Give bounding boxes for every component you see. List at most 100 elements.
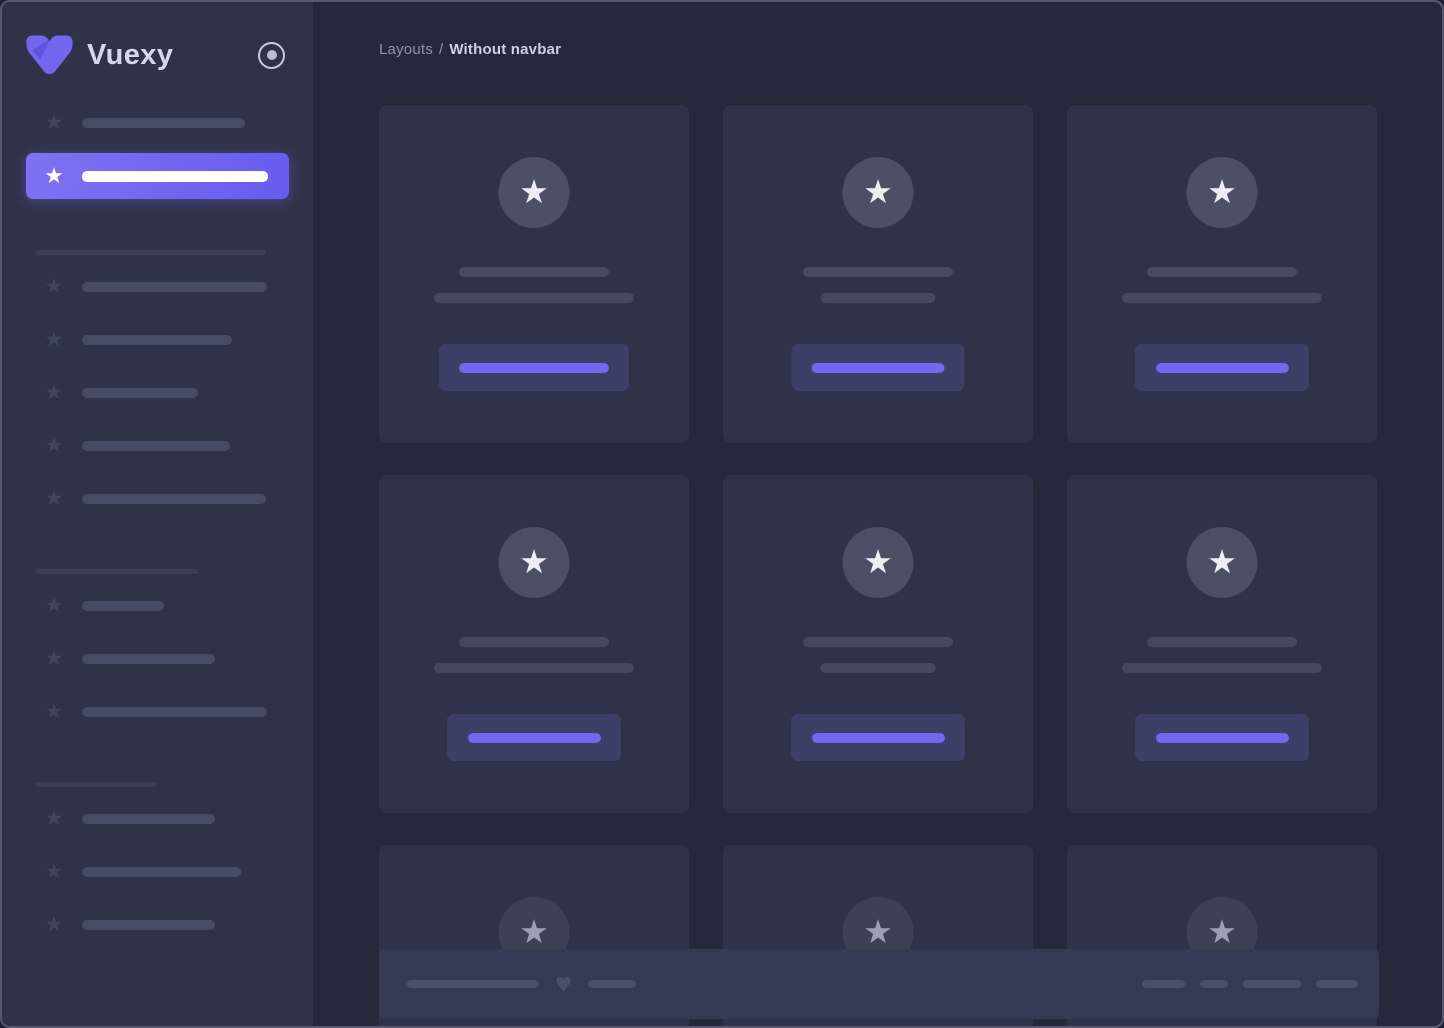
button-label-skeleton bbox=[811, 732, 945, 743]
sidebar-item[interactable]: ★ bbox=[26, 434, 289, 458]
card: ★ bbox=[379, 105, 689, 443]
star-icon: ★ bbox=[44, 913, 64, 936]
sidebar-section-divider bbox=[35, 782, 157, 787]
sidebar-item[interactable]: ★ bbox=[26, 487, 289, 511]
menu-label-skeleton bbox=[82, 920, 215, 930]
sidebar-header: Vuexy bbox=[26, 34, 289, 76]
menu-label-skeleton bbox=[82, 170, 268, 182]
star-icon: ★ bbox=[44, 163, 64, 188]
card-action-button[interactable] bbox=[791, 344, 965, 391]
sidebar-pin-toggle-icon[interactable] bbox=[258, 41, 285, 69]
card: ★ bbox=[723, 105, 1033, 443]
star-icon: ★ bbox=[44, 860, 64, 883]
button-label-skeleton bbox=[459, 362, 609, 373]
card-action-button[interactable] bbox=[1135, 714, 1309, 761]
text-skeleton bbox=[1147, 637, 1297, 647]
text-skeleton bbox=[1147, 267, 1297, 277]
sidebar-item[interactable]: ★ bbox=[26, 860, 289, 884]
menu-label-skeleton bbox=[82, 441, 230, 451]
star-icon: ★ bbox=[519, 912, 549, 950]
sidebar-item[interactable]: ★ bbox=[26, 111, 289, 135]
card-action-button[interactable] bbox=[1135, 344, 1309, 391]
sidebar-item[interactable]: ★ bbox=[26, 647, 289, 671]
menu-label-skeleton bbox=[82, 335, 232, 345]
card-grid: ★ ★ ★ ★ ★ ★ ★ ★ ★ bbox=[379, 105, 1377, 1026]
sidebar-item[interactable]: ★ bbox=[26, 807, 289, 831]
sidebar-item[interactable]: ★ bbox=[26, 275, 289, 299]
star-icon: ★ bbox=[863, 542, 893, 580]
button-label-skeleton bbox=[467, 732, 601, 743]
sidebar-item-active[interactable]: ★ bbox=[26, 153, 289, 199]
sidebar-item[interactable]: ★ bbox=[26, 381, 289, 405]
star-icon: ★ bbox=[863, 172, 893, 210]
text-skeleton bbox=[434, 663, 634, 673]
star-icon: ★ bbox=[519, 172, 549, 210]
star-icon: ★ bbox=[44, 700, 64, 723]
card: ★ bbox=[1067, 105, 1377, 443]
star-icon: ★ bbox=[1207, 172, 1237, 210]
button-label-skeleton bbox=[811, 362, 945, 373]
text-skeleton bbox=[1122, 663, 1322, 673]
breadcrumb: Layouts / Without navbar bbox=[379, 41, 561, 58]
text-skeleton bbox=[803, 267, 953, 277]
sidebar-item[interactable]: ★ bbox=[26, 328, 289, 352]
text-skeleton bbox=[820, 663, 936, 673]
sidebar-section-divider bbox=[35, 569, 198, 574]
star-icon: ★ bbox=[44, 275, 64, 298]
footer-link-skeleton bbox=[1243, 980, 1301, 988]
footer-text-skeleton bbox=[588, 980, 637, 988]
avatar: ★ bbox=[498, 527, 570, 598]
star-icon: ★ bbox=[44, 381, 64, 404]
star-icon: ★ bbox=[44, 434, 64, 457]
sidebar-item[interactable]: ★ bbox=[26, 594, 289, 618]
menu-label-skeleton bbox=[82, 388, 198, 398]
main-content: Layouts / Without navbar ★ ★ ★ ★ ★ ★ ★ ★ ★ ♥ bbox=[313, 2, 1442, 1026]
card: ★ bbox=[379, 475, 689, 813]
footer-left-group: ♥ bbox=[407, 967, 637, 1000]
menu-label-skeleton bbox=[82, 707, 267, 717]
star-icon: ★ bbox=[44, 807, 64, 830]
sidebar-nav: ★ ★ ★ ★ ★ ★ ★ ★ ★ ★ ★ ★ ★ bbox=[26, 76, 289, 966]
footer-link-skeleton bbox=[1142, 980, 1185, 988]
footer-link-skeleton bbox=[1316, 980, 1358, 988]
breadcrumb-separator: / bbox=[438, 41, 444, 58]
footer-link-skeleton bbox=[1200, 980, 1228, 988]
menu-label-skeleton bbox=[82, 118, 245, 128]
brand-title: Vuexy bbox=[87, 38, 174, 71]
avatar: ★ bbox=[1186, 527, 1258, 598]
avatar: ★ bbox=[842, 527, 914, 598]
sidebar-item[interactable]: ★ bbox=[26, 913, 289, 937]
card-action-button[interactable] bbox=[791, 714, 965, 761]
star-icon: ★ bbox=[1207, 542, 1237, 580]
text-skeleton bbox=[803, 637, 953, 647]
star-icon: ★ bbox=[863, 912, 893, 950]
footer-text-skeleton bbox=[407, 980, 539, 988]
radio-dot-icon bbox=[266, 50, 277, 60]
heart-icon: ♥ bbox=[555, 967, 573, 1000]
star-icon: ★ bbox=[519, 542, 549, 580]
card-action-button[interactable] bbox=[439, 344, 629, 391]
vuexy-logo-icon[interactable] bbox=[26, 35, 73, 75]
sidebar-section-divider bbox=[35, 250, 266, 255]
menu-label-skeleton bbox=[82, 601, 164, 611]
breadcrumb-current: Without navbar bbox=[449, 41, 562, 58]
menu-label-skeleton bbox=[82, 282, 267, 292]
star-icon: ★ bbox=[44, 111, 64, 134]
card: ★ bbox=[723, 475, 1033, 813]
star-icon: ★ bbox=[1207, 912, 1237, 950]
star-icon: ★ bbox=[44, 594, 64, 617]
button-label-skeleton bbox=[1155, 732, 1289, 743]
breadcrumb-link-layouts[interactable]: Layouts bbox=[379, 41, 433, 58]
menu-label-skeleton bbox=[82, 814, 215, 824]
sidebar-item[interactable]: ★ bbox=[26, 700, 289, 724]
menu-label-skeleton bbox=[82, 494, 266, 504]
star-icon: ★ bbox=[44, 328, 64, 351]
footer-bar: ♥ bbox=[379, 949, 1379, 1019]
avatar: ★ bbox=[498, 157, 570, 228]
card: ★ bbox=[1067, 475, 1377, 813]
menu-label-skeleton bbox=[82, 654, 215, 664]
card-action-button[interactable] bbox=[447, 714, 621, 761]
sidebar: Vuexy ★ ★ ★ ★ ★ ★ ★ ★ ★ ★ ★ ★ ★ bbox=[2, 2, 313, 1026]
text-skeleton bbox=[459, 637, 609, 647]
